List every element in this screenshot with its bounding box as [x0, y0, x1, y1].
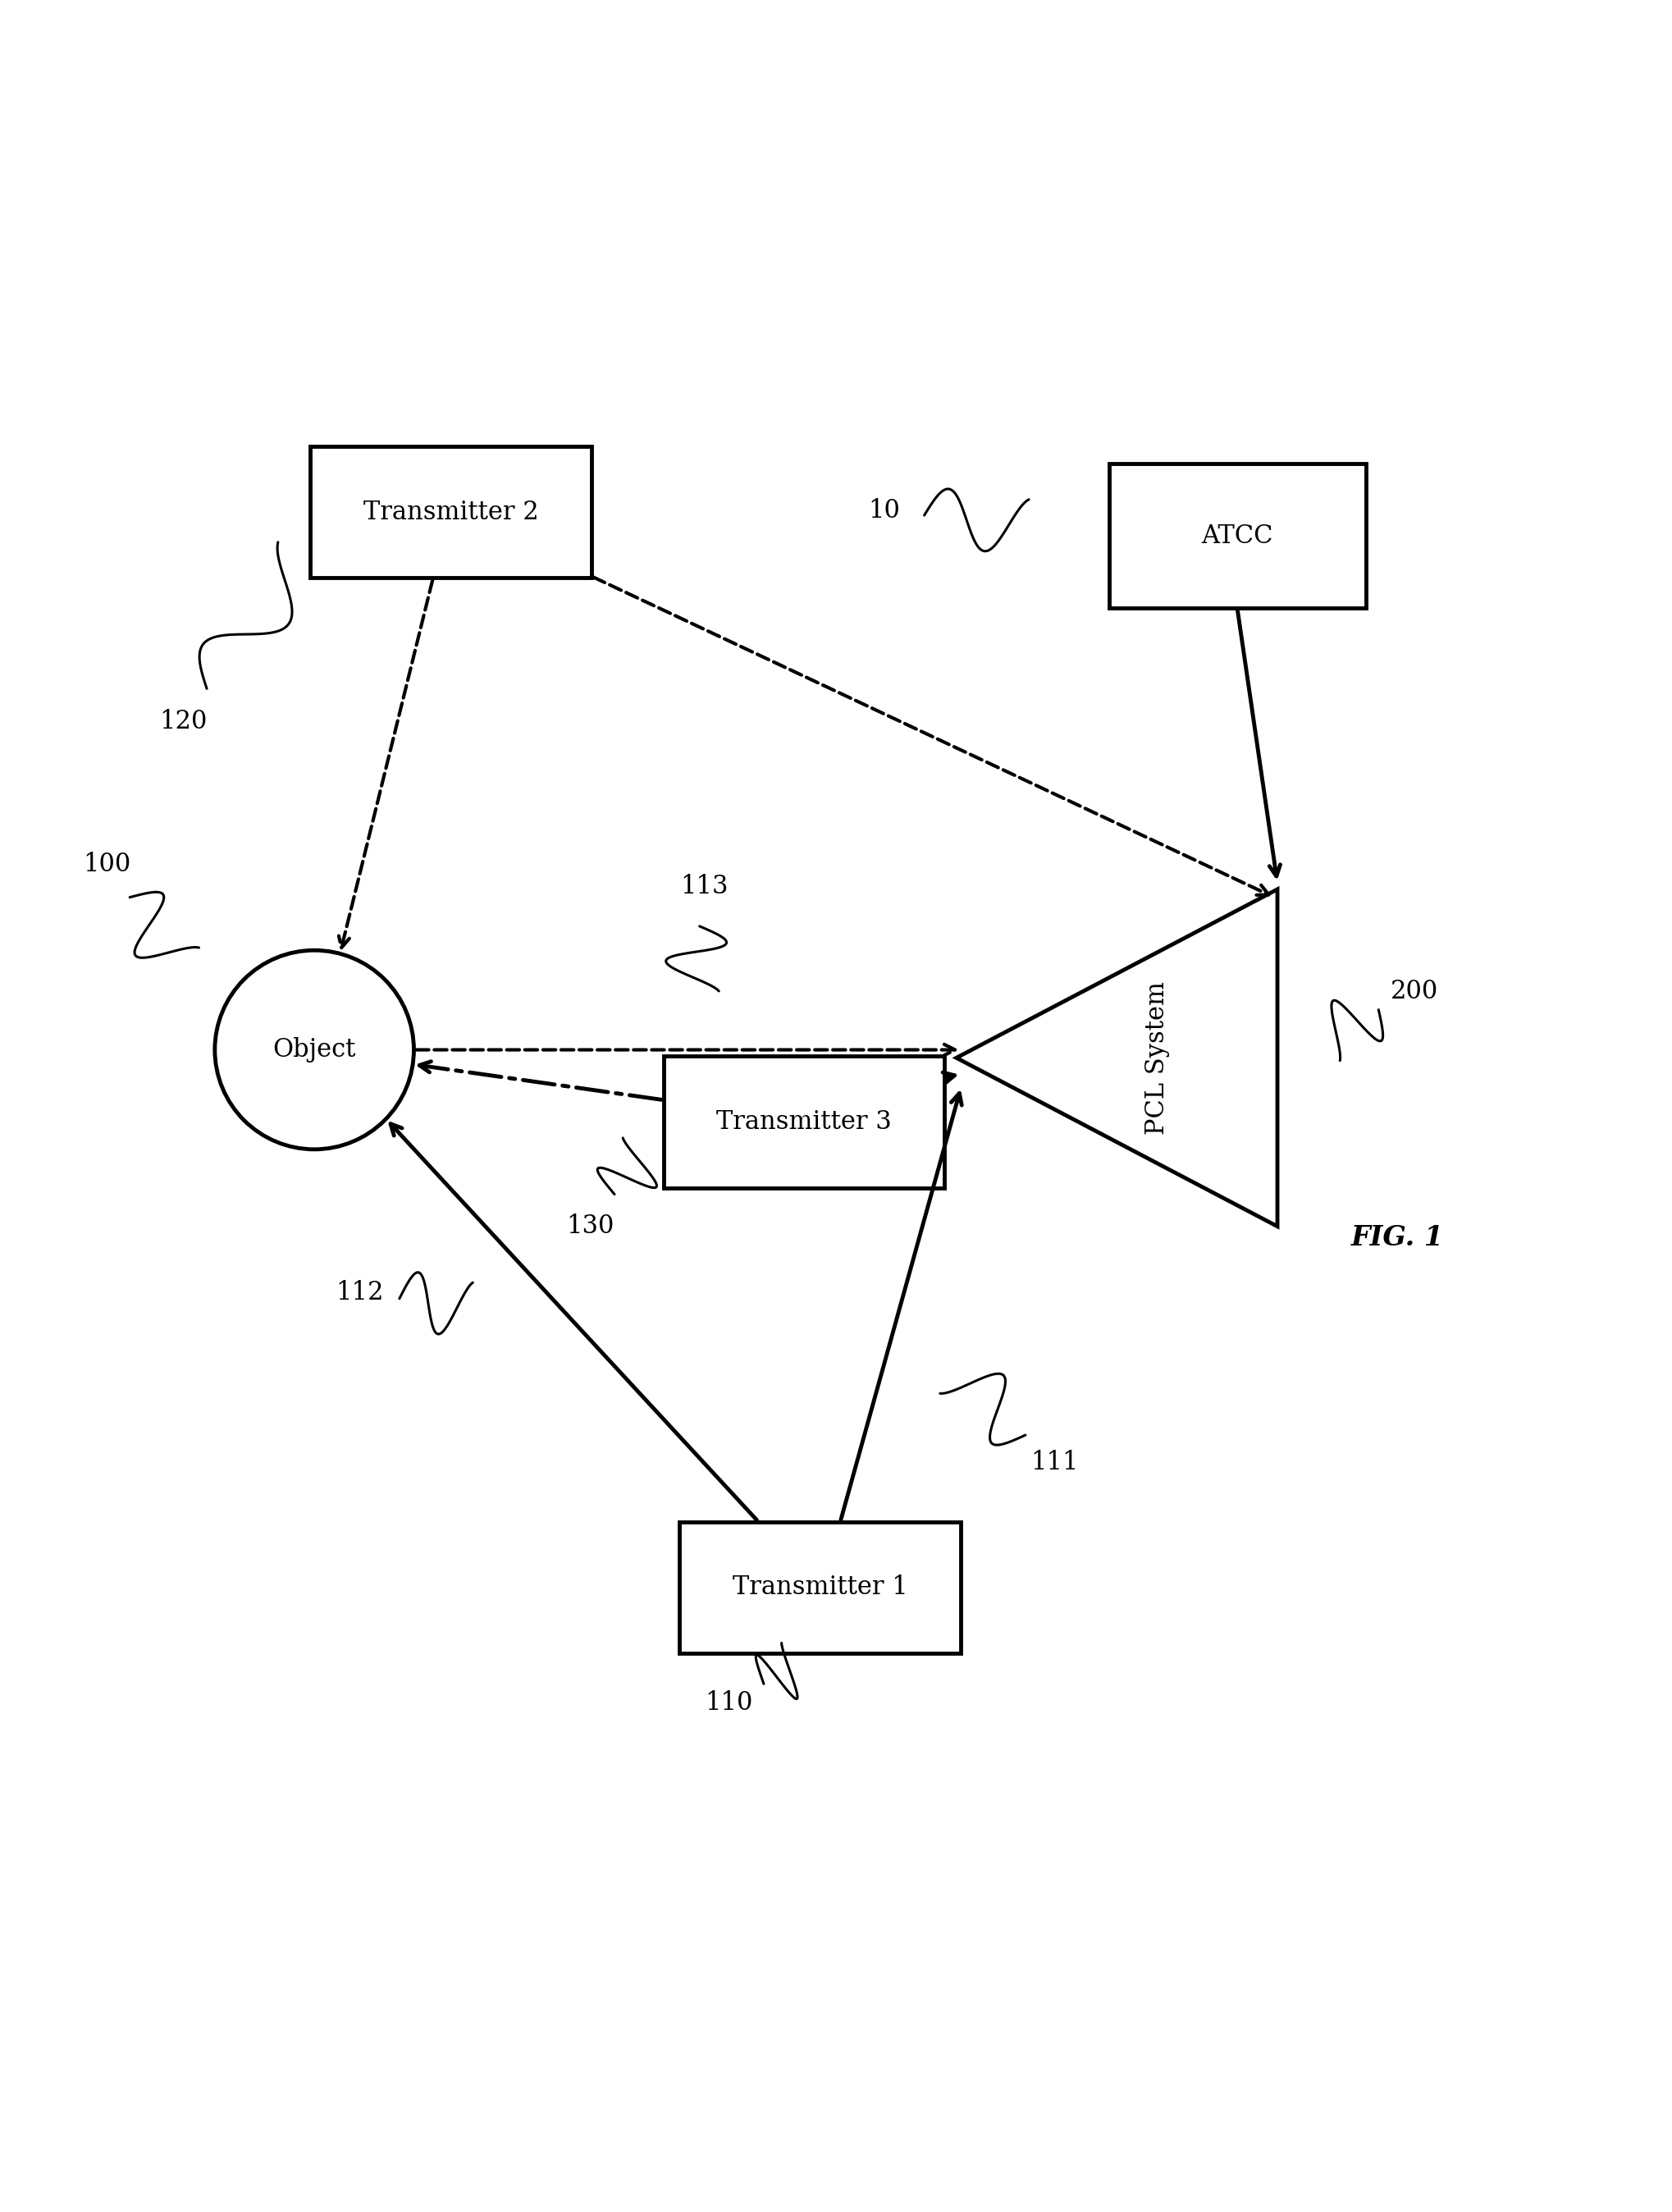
Text: 111: 111 [1032, 1449, 1078, 1475]
Text: Object: Object [273, 1037, 356, 1062]
Text: 200: 200 [1391, 978, 1438, 1004]
Text: Transmitter 2: Transmitter 2 [363, 500, 538, 524]
Text: 10: 10 [868, 498, 900, 524]
Text: Transmitter 3: Transmitter 3 [716, 1110, 891, 1135]
Text: ATCC: ATCC [1202, 524, 1272, 549]
Text: 130: 130 [567, 1214, 614, 1239]
Text: 100: 100 [82, 852, 130, 878]
Text: PCL System: PCL System [1144, 982, 1170, 1135]
Text: 110: 110 [704, 1690, 752, 1717]
Text: FIG. 1: FIG. 1 [1351, 1223, 1445, 1252]
Text: 113: 113 [681, 874, 729, 898]
Text: Transmitter 1: Transmitter 1 [732, 1575, 908, 1599]
Text: 120: 120 [159, 708, 207, 734]
Text: 112: 112 [336, 1279, 385, 1305]
